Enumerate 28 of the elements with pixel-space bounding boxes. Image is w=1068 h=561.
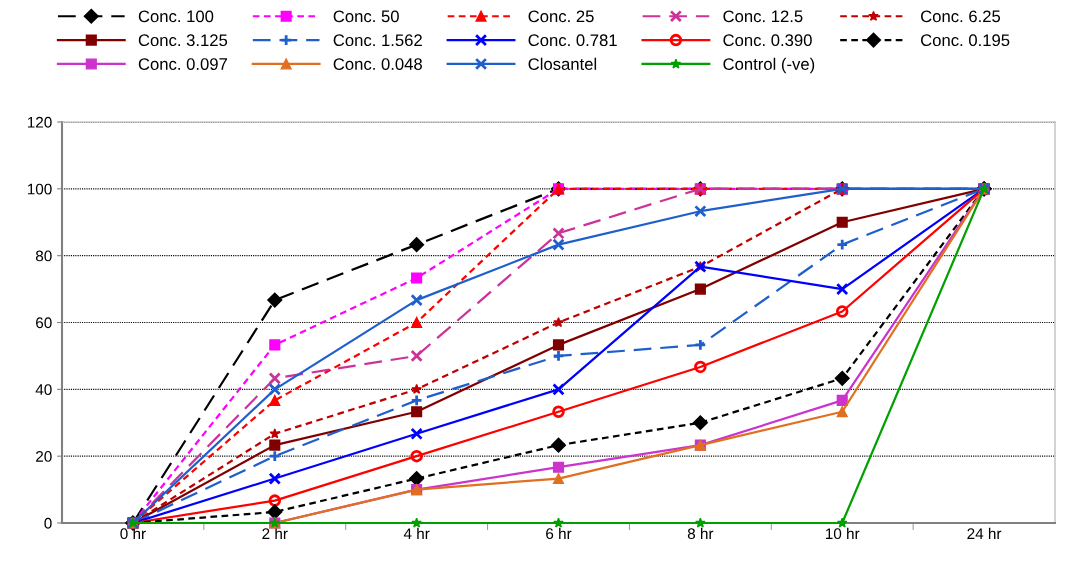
- legend-label: Control (-ve): [723, 57, 815, 74]
- y-tick-label: 40: [35, 384, 52, 396]
- legend-label: Conc. 0.097: [138, 58, 227, 70]
- x-tick-label: 24 hr: [967, 527, 1002, 539]
- y-tick-label: 100: [27, 183, 52, 195]
- x-tick-label: 0 hr: [120, 527, 146, 540]
- legend-label: Conc. 12.5: [723, 10, 803, 23]
- x-tick-label: 4 hr: [403, 527, 430, 539]
- legend-label: Conc. 6.25: [921, 10, 1001, 23]
- x-tick-label: 8 hr: [687, 527, 714, 540]
- legend-label: Conc. 25: [528, 10, 594, 23]
- legend-label: Closantel: [528, 57, 597, 70]
- legend-label: Conc. 0.195: [921, 34, 1010, 47]
- y-tick-label: 80: [35, 250, 52, 262]
- legend-label: Conc. 0.390: [723, 34, 812, 47]
- y-tick-label: 20: [36, 451, 52, 462]
- y-tick-label: 60: [36, 317, 52, 329]
- y-tick-label: 120: [27, 116, 52, 128]
- legend-label: Conc. 50: [333, 10, 399, 23]
- legend-label: Conc. 0.781: [528, 34, 617, 47]
- x-tick-label: 2 hr: [262, 527, 288, 539]
- y-tick-label: 0: [44, 517, 52, 529]
- x-tick-label: 6 hr: [546, 527, 572, 540]
- legend-label: Conc. 0.048: [333, 58, 422, 70]
- legend-label: Conc. 100: [138, 10, 214, 23]
- legend-label: Conc. 1.562: [333, 34, 422, 47]
- x-tick-label: 10 hr: [825, 527, 860, 540]
- legend-label: Conc. 3.125: [138, 34, 228, 47]
